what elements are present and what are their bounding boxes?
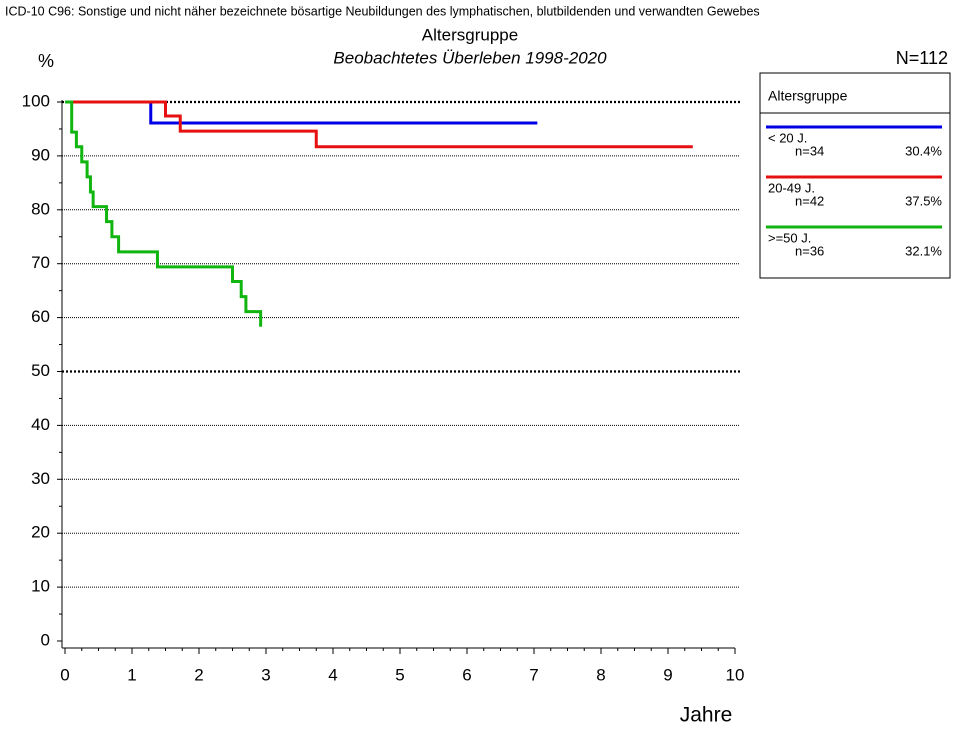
legend-count: n=34 <box>795 143 824 158</box>
y-tick-label: 70 <box>31 253 50 272</box>
legend-count: n=42 <box>795 193 824 208</box>
x-tick-label: 9 <box>663 665 672 684</box>
y-tick-label: 60 <box>31 307 50 326</box>
x-tick-label: 1 <box>127 665 136 684</box>
y-tick-label: 10 <box>31 577 50 596</box>
y-tick-label: 0 <box>41 630 50 649</box>
legend-label: >=50 J. <box>768 230 811 245</box>
x-tick-label: 10 <box>726 665 745 684</box>
legend-share: 30.4% <box>905 143 942 158</box>
total-count: N=112 <box>896 48 948 68</box>
survival-curve <box>65 100 693 149</box>
y-tick-label: 30 <box>31 469 50 488</box>
survival-curve <box>65 100 263 327</box>
x-tick-label: 5 <box>395 665 404 684</box>
header: ICD-10 C96: Sonstige und nicht näher bez… <box>5 4 760 18</box>
x-tick-label: 6 <box>462 665 471 684</box>
x-tick-label: 0 <box>60 665 69 684</box>
legend-title: Altersgruppe <box>768 88 848 104</box>
legend-share: 32.1% <box>905 243 942 258</box>
survival-curve <box>65 100 538 125</box>
y-tick-label: 100 <box>22 91 50 110</box>
legend-label: 20-49 J. <box>768 180 815 195</box>
legend-count: n=36 <box>795 243 824 258</box>
x-tick-label: 3 <box>261 665 270 684</box>
legend-share: 37.5% <box>905 193 942 208</box>
y-tick-label: 50 <box>31 361 50 380</box>
x-tick-label: 2 <box>194 665 203 684</box>
x-tick-label: 7 <box>529 665 538 684</box>
x-tick-label: 8 <box>596 665 605 684</box>
chart-title: Altersgruppe <box>422 25 518 44</box>
chart-subtitle: Beobachtetes Überleben 1998-2020 <box>333 48 607 67</box>
x-tick-label: 4 <box>328 665 337 684</box>
y-axis-label: % <box>38 51 54 71</box>
y-tick-label: 90 <box>31 145 50 164</box>
legend-label: < 20 J. <box>768 130 807 145</box>
x-axis-label: Jahre <box>680 704 733 727</box>
y-tick-label: 80 <box>31 199 50 218</box>
y-tick-label: 40 <box>31 415 50 434</box>
y-tick-label: 20 <box>31 523 50 542</box>
legend-box <box>759 72 951 279</box>
